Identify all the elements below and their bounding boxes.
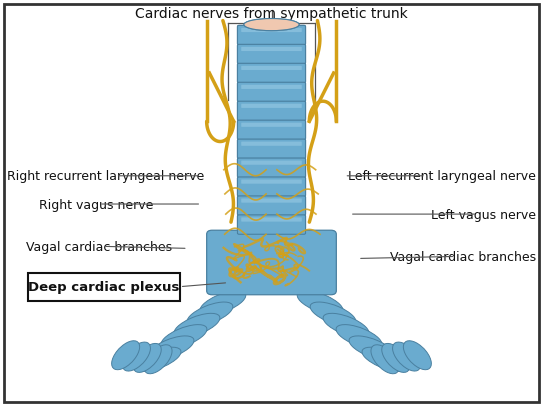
FancyBboxPatch shape [241,199,302,203]
Ellipse shape [187,302,233,326]
Text: Cardiac nerves from sympathetic trunk: Cardiac nerves from sympathetic trunk [135,7,408,21]
Ellipse shape [244,19,299,32]
FancyBboxPatch shape [237,102,306,121]
FancyBboxPatch shape [237,140,306,159]
Text: Left recurrent laryngeal nerve: Left recurrent laryngeal nerve [348,170,536,183]
FancyBboxPatch shape [237,64,306,83]
Ellipse shape [362,347,408,371]
Ellipse shape [123,342,150,371]
Ellipse shape [323,313,369,338]
Ellipse shape [148,336,194,360]
Ellipse shape [393,342,420,371]
FancyBboxPatch shape [237,196,306,216]
FancyBboxPatch shape [237,159,306,178]
FancyBboxPatch shape [237,26,306,46]
Text: Vagal cardiac branches: Vagal cardiac branches [390,250,536,263]
Ellipse shape [161,325,207,349]
FancyBboxPatch shape [241,142,302,147]
Ellipse shape [349,336,395,360]
Text: Right recurrent laryngeal nerve: Right recurrent laryngeal nerve [7,170,204,183]
FancyBboxPatch shape [241,142,302,147]
Text: Deep cardiac plexus: Deep cardiac plexus [28,281,180,294]
Ellipse shape [336,325,382,349]
FancyBboxPatch shape [237,102,306,121]
Ellipse shape [174,313,220,338]
FancyBboxPatch shape [237,140,306,159]
Ellipse shape [200,291,246,315]
FancyBboxPatch shape [241,218,302,222]
FancyBboxPatch shape [237,159,306,178]
FancyBboxPatch shape [237,121,306,140]
FancyBboxPatch shape [241,67,302,71]
FancyBboxPatch shape [237,26,306,46]
FancyBboxPatch shape [237,215,306,234]
Ellipse shape [112,341,140,370]
FancyBboxPatch shape [241,29,302,33]
FancyBboxPatch shape [241,48,302,52]
Ellipse shape [135,347,181,371]
FancyBboxPatch shape [241,29,302,33]
Text: Right vagus nerve: Right vagus nerve [39,198,154,211]
FancyBboxPatch shape [237,215,306,234]
FancyBboxPatch shape [241,180,302,184]
FancyBboxPatch shape [241,124,302,128]
Ellipse shape [144,345,172,374]
FancyBboxPatch shape [241,218,302,222]
Text: Vagal cardiac branches: Vagal cardiac branches [26,240,172,253]
FancyBboxPatch shape [237,177,306,197]
FancyBboxPatch shape [241,85,302,90]
FancyBboxPatch shape [241,48,302,52]
FancyBboxPatch shape [241,104,302,109]
FancyBboxPatch shape [241,199,302,203]
Text: Left vagus nerve: Left vagus nerve [431,208,536,221]
FancyBboxPatch shape [207,231,336,295]
FancyBboxPatch shape [241,124,302,128]
FancyBboxPatch shape [241,67,302,71]
Bar [28,273,180,301]
FancyBboxPatch shape [237,83,306,102]
FancyBboxPatch shape [241,161,302,165]
FancyBboxPatch shape [241,180,302,184]
FancyBboxPatch shape [237,45,306,64]
Ellipse shape [297,291,343,315]
Ellipse shape [244,19,299,32]
FancyBboxPatch shape [237,64,306,83]
Ellipse shape [403,341,431,370]
FancyBboxPatch shape [237,121,306,140]
FancyBboxPatch shape [237,196,306,216]
FancyBboxPatch shape [237,177,306,197]
Ellipse shape [133,343,161,373]
FancyBboxPatch shape [237,45,306,64]
Ellipse shape [382,343,410,373]
FancyBboxPatch shape [241,85,302,90]
FancyBboxPatch shape [237,83,306,102]
FancyBboxPatch shape [241,161,302,165]
Ellipse shape [310,302,356,326]
Ellipse shape [371,345,399,374]
FancyBboxPatch shape [241,104,302,109]
